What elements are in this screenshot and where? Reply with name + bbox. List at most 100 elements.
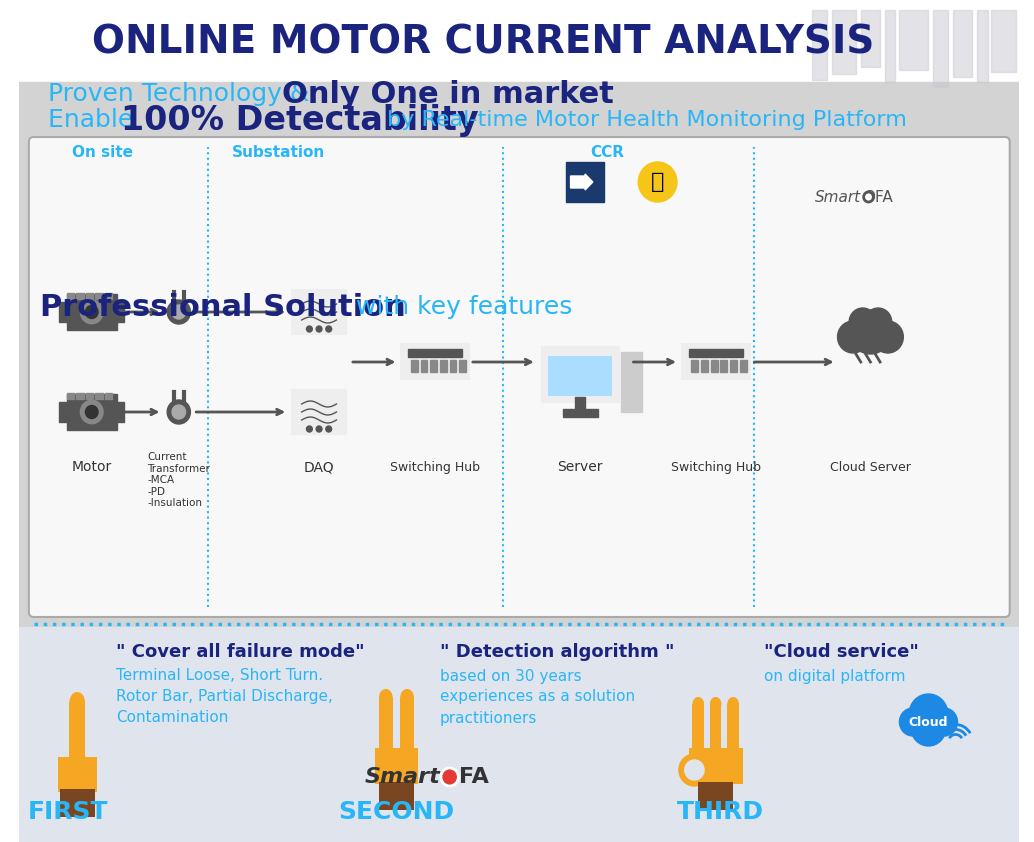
Circle shape: [864, 308, 891, 336]
Text: Enable: Enable: [49, 108, 142, 132]
Bar: [885, 10, 894, 82]
Bar: [379, 697, 393, 752]
Bar: [689, 748, 742, 784]
Circle shape: [638, 162, 677, 202]
Bar: [548, 356, 612, 396]
Circle shape: [316, 426, 322, 432]
Bar: [60, 789, 95, 817]
Bar: [831, 10, 856, 74]
Text: Smart: Smart: [364, 767, 440, 787]
Text: DAQ: DAQ: [304, 460, 334, 474]
Bar: [20, 0, 1020, 82]
Bar: [727, 704, 739, 752]
Text: On site: On site: [72, 145, 133, 160]
Bar: [66, 392, 74, 399]
Bar: [992, 10, 1015, 72]
Bar: [562, 409, 598, 417]
Circle shape: [440, 768, 458, 786]
Text: CCR: CCR: [590, 145, 624, 160]
Circle shape: [911, 710, 946, 746]
Bar: [693, 704, 704, 752]
Bar: [698, 782, 733, 810]
Text: Cloud Server: Cloud Server: [830, 461, 911, 473]
Bar: [542, 347, 619, 402]
Text: FIRST: FIRST: [27, 800, 108, 824]
Bar: [20, 82, 1020, 627]
Bar: [58, 757, 96, 792]
Bar: [292, 290, 346, 334]
Bar: [292, 390, 346, 434]
Bar: [692, 360, 698, 372]
Bar: [66, 292, 74, 299]
Circle shape: [679, 754, 710, 786]
Text: " Detection algorithm ": " Detection algorithm ": [440, 643, 674, 661]
Bar: [379, 782, 414, 810]
Ellipse shape: [379, 689, 393, 705]
Circle shape: [168, 300, 190, 324]
Bar: [900, 10, 929, 70]
Bar: [440, 360, 447, 372]
Bar: [740, 360, 747, 372]
Bar: [116, 402, 124, 423]
Text: FA: FA: [459, 767, 489, 787]
Bar: [450, 360, 456, 372]
Bar: [730, 360, 737, 372]
Bar: [689, 349, 742, 357]
Bar: [77, 392, 84, 399]
Text: on digital platform: on digital platform: [764, 669, 906, 685]
Circle shape: [306, 326, 312, 332]
Bar: [620, 352, 642, 412]
Circle shape: [172, 405, 185, 419]
Text: 100% Detectability: 100% Detectability: [121, 104, 479, 136]
Ellipse shape: [693, 697, 704, 711]
Text: Smart: Smart: [815, 189, 860, 205]
Ellipse shape: [710, 697, 722, 711]
Bar: [701, 360, 708, 372]
Text: " Cover all failure mode": " Cover all failure mode": [116, 643, 365, 661]
Bar: [430, 360, 437, 372]
Bar: [400, 697, 414, 752]
Bar: [86, 392, 93, 399]
Bar: [69, 702, 85, 762]
Bar: [59, 301, 68, 322]
Bar: [421, 360, 427, 372]
Text: SECOND: SECOND: [338, 800, 455, 824]
Circle shape: [873, 321, 904, 353]
Circle shape: [685, 760, 704, 780]
Circle shape: [316, 326, 322, 332]
Text: Terminal Loose, Short Turn.
Rotor Bar, Partial Discharge,
Contamination: Terminal Loose, Short Turn. Rotor Bar, P…: [116, 669, 333, 726]
Text: based on 30 years
experiences as a solution
practitioners: based on 30 years experiences as a solut…: [440, 669, 635, 726]
Circle shape: [326, 426, 332, 432]
Ellipse shape: [400, 689, 414, 705]
Circle shape: [909, 694, 948, 734]
Text: Substation: Substation: [232, 145, 326, 160]
Bar: [860, 10, 880, 67]
Circle shape: [326, 326, 332, 332]
Circle shape: [849, 308, 876, 336]
Bar: [459, 360, 466, 372]
Text: Cloud: Cloud: [909, 716, 948, 728]
Text: Server: Server: [557, 460, 603, 474]
Bar: [95, 292, 102, 299]
Bar: [977, 10, 989, 82]
Circle shape: [849, 310, 891, 354]
Bar: [104, 292, 113, 299]
Bar: [952, 10, 972, 77]
Bar: [575, 397, 585, 412]
Text: Only One in market: Only One in market: [282, 79, 614, 109]
Bar: [410, 360, 418, 372]
Text: with key features: with key features: [348, 295, 573, 319]
Ellipse shape: [69, 692, 85, 712]
Bar: [408, 349, 462, 357]
Circle shape: [931, 708, 957, 736]
Text: Current
Transformer
-MCA
-PD
-Insulation: Current Transformer -MCA -PD -Insulation: [148, 452, 210, 509]
Circle shape: [863, 192, 874, 202]
Text: Switching Hub: Switching Hub: [671, 461, 761, 473]
Bar: [59, 402, 68, 423]
Bar: [566, 162, 605, 202]
Bar: [401, 344, 469, 379]
Text: THIRD: THIRD: [677, 800, 764, 824]
Text: "Cloud service": "Cloud service": [764, 643, 919, 661]
Text: ONLINE MOTOR CURRENT ANALYSIS: ONLINE MOTOR CURRENT ANALYSIS: [92, 23, 875, 61]
Circle shape: [838, 321, 869, 353]
